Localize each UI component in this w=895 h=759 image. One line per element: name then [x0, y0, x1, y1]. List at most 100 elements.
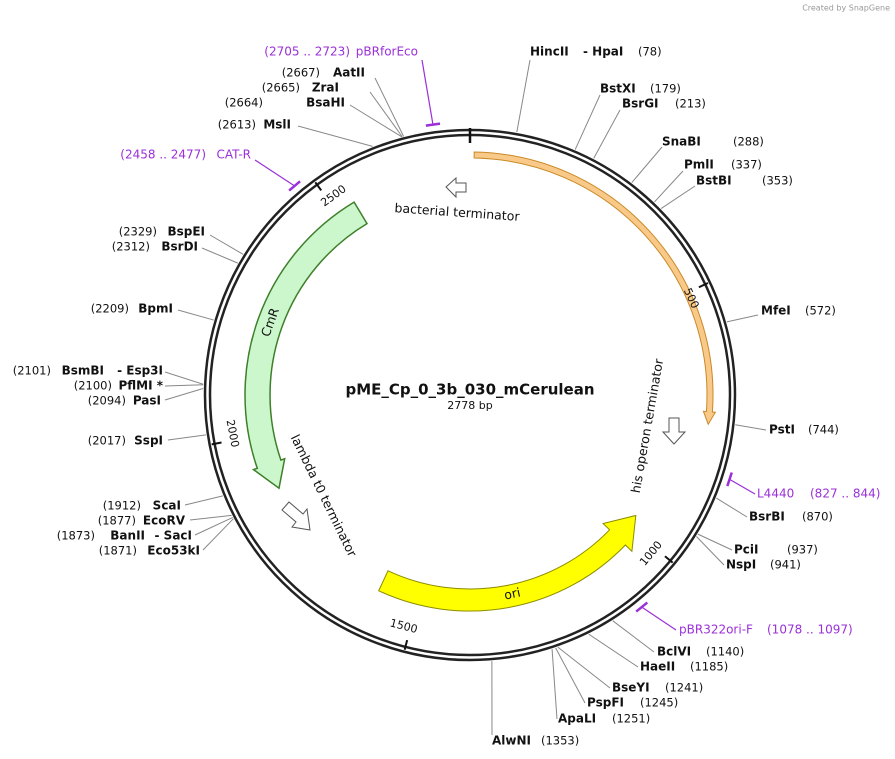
site-label: PasI [133, 394, 161, 408]
site-label: (2329) [119, 225, 157, 239]
site-label: (1140) [706, 645, 744, 659]
site-leader [184, 495, 223, 506]
site-leader [167, 434, 207, 441]
terminator-arrow [661, 417, 687, 445]
site-leader [660, 185, 696, 209]
site-leader [201, 247, 239, 264]
site-leader [349, 104, 403, 138]
tick-label: 500 [681, 286, 702, 311]
site-leader [177, 309, 214, 321]
tick-mark [211, 441, 222, 446]
tick-label: 1500 [389, 616, 419, 636]
site-label: PspFI [587, 696, 624, 710]
site-label: HaeII [640, 660, 675, 674]
primer-label: (2458 .. 2477) [120, 148, 206, 162]
site-label: SspI [134, 434, 163, 448]
tick-label: 1000 [637, 538, 665, 568]
site-label: BsrDI [161, 240, 198, 254]
site-label: ApaLI [558, 712, 596, 726]
site-leader [574, 94, 601, 150]
site-label: (2664) [225, 96, 263, 110]
site-label: - HpaI [583, 45, 623, 59]
site-label: PflMI * [118, 379, 163, 393]
site-leader [593, 109, 621, 159]
primer-leader [421, 59, 434, 125]
site-label: MslI [263, 118, 291, 132]
site-leader [369, 91, 403, 138]
site-label: (1871) [99, 544, 137, 558]
primer-mark [425, 122, 441, 127]
site-label: (1877) [98, 514, 136, 528]
feature-label: ori [503, 584, 522, 602]
site-label: (941) [770, 558, 801, 572]
site-label: (937) [787, 543, 818, 557]
site-leader [194, 517, 233, 536]
site-label: (2100) [74, 379, 112, 393]
site-label: HincII [530, 45, 569, 59]
primer-mark [635, 601, 649, 613]
site-leader [557, 646, 611, 689]
site-label: (2209) [91, 302, 129, 316]
tick-mark [698, 282, 709, 289]
site-label: BclVI [657, 645, 691, 659]
credit: Created by SnapGene [802, 4, 890, 13]
tick-mark [403, 639, 409, 651]
tick-mark [314, 181, 323, 191]
site-leader [716, 497, 748, 518]
site-label: (2017) [88, 434, 126, 448]
site-label: (213) [675, 97, 706, 111]
site-label: (572) [805, 304, 836, 318]
primer-mark [726, 472, 733, 487]
site-leader [588, 633, 639, 668]
primer-label: pBRforEco [356, 45, 418, 59]
site-leader [555, 647, 586, 704]
site-leader [374, 77, 405, 137]
site-leader [164, 371, 204, 385]
site-label: BpmI [138, 302, 173, 316]
primer-label: L4440 [757, 487, 794, 501]
site-label: - SacI [155, 529, 192, 543]
site-label: (2101) [13, 364, 51, 378]
primer-label: (2705 .. 2723) [264, 45, 350, 59]
site-label: BstXI [600, 82, 636, 96]
site-label: (1251) [612, 712, 650, 726]
site-label: (353) [762, 174, 793, 188]
site-label: (288) [733, 135, 764, 149]
site-leader [189, 514, 232, 521]
site-label: BsrGI [622, 97, 659, 111]
site-label: SnaBI [662, 135, 701, 149]
site-leader [631, 146, 663, 183]
site-label: (1873) [57, 529, 95, 543]
site-label: AlwNI [492, 734, 531, 748]
site-label: (870) [802, 510, 833, 524]
site-label: (337) [731, 158, 762, 172]
feature-arrow [378, 514, 637, 612]
site-label: (179) [650, 82, 681, 96]
site-label: BseYI [612, 681, 650, 695]
site-leader [696, 536, 725, 566]
primer-label: (1078 .. 1097) [767, 623, 853, 637]
site-label: (2667) [282, 66, 320, 80]
site-label: (2665) [262, 81, 300, 95]
tick-mark [664, 555, 674, 564]
plasmid-length: 2778 bp [447, 399, 492, 412]
site-leader [164, 384, 204, 387]
site-label: (2312) [112, 240, 150, 254]
site-label: BspEI [167, 225, 205, 239]
site-label: (78) [638, 45, 662, 59]
site-leader [516, 59, 531, 133]
site-label: - Esp3I [117, 364, 163, 378]
terminator-arrow [281, 501, 311, 531]
site-label: EcoRV [143, 514, 186, 528]
site-label: NspI [726, 558, 756, 572]
site-leader [297, 125, 373, 147]
site-label: BstBI [696, 174, 732, 188]
feature-arrow [244, 201, 369, 490]
feature-label: lambda t0 terminator [288, 432, 361, 560]
primer-label: CAT-R [216, 148, 251, 162]
feature-label: bacterial terminator [394, 200, 521, 224]
site-leader [697, 533, 733, 551]
feature-label: his operon terminator [628, 357, 667, 494]
